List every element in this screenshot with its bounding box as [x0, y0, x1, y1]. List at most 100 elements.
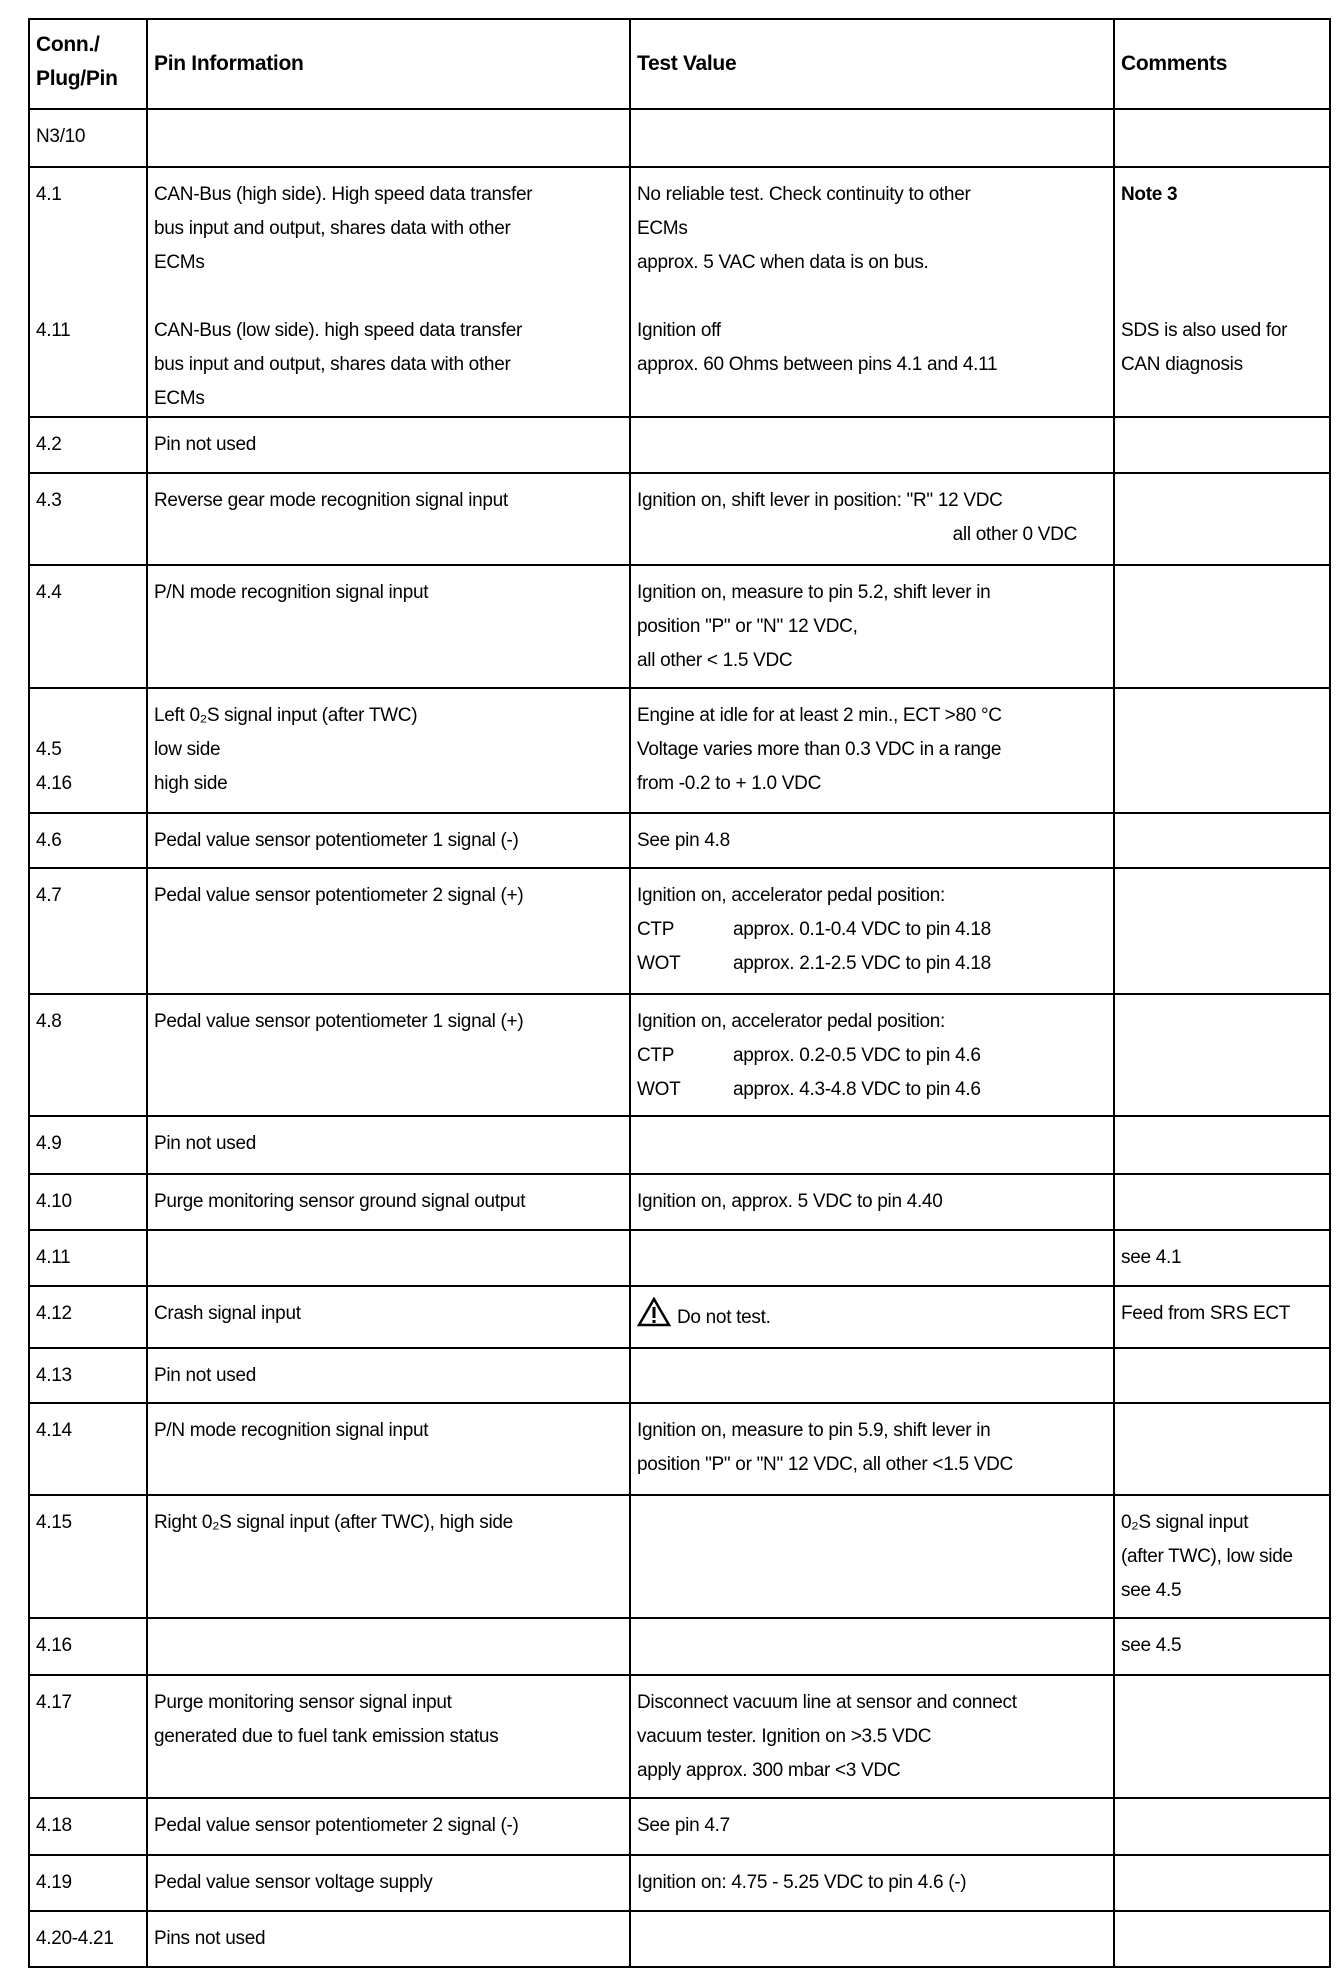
pin-information-cell-line: Pins not used: [154, 1928, 266, 1949]
test-value-cell: [629, 1617, 1115, 1676]
comments-cell: [1113, 564, 1331, 689]
table-row: 4.11 see 4.1: [28, 1229, 1331, 1287]
comments-cell-line: see 4.1: [1121, 1247, 1182, 1268]
test-value-cell-line: Engine at idle for at least 2 min., ECT …: [637, 705, 1002, 726]
table-row: 4.17 Purge monitoring sensor signal input…: [28, 1674, 1331, 1799]
test-value-cell-line: position "P" or "N" 12 VDC, all other <1…: [637, 1454, 1013, 1475]
test-value-cell: Ignition on, measure to pin 5.2, shift l…: [629, 564, 1115, 689]
test-value-cell-line: approx. 5 VAC when data is on bus.: [637, 252, 929, 273]
table-row: 4.5 4.16 Left 0₂S signal input (after TWC)…: [28, 687, 1331, 814]
test-value-cell: [629, 1229, 1115, 1287]
comments-cell: [1113, 687, 1331, 814]
comments-cell-line: [1121, 280, 1323, 314]
pin-cell-line: 4.7: [36, 885, 62, 906]
pin-cell: 4.10: [28, 1173, 148, 1231]
pin-information-cell-line: bus input and output, shares data with o…: [154, 354, 511, 375]
test-value-cell-line: [637, 280, 1107, 314]
pin-information-cell: Pin not used: [146, 1347, 631, 1404]
pin-information-cell-line: Reverse gear mode recognition signal inp…: [154, 490, 508, 511]
pin-cell: 4.5 4.16: [28, 687, 148, 814]
table-row: 4.12 Crash signal input Do not test. Feed f…: [28, 1285, 1331, 1349]
condition-label: CTP: [637, 919, 675, 940]
pin-information-cell: P/N mode recognition signal input: [146, 564, 631, 689]
pin-cell-line: 4.17: [36, 1692, 72, 1713]
comments-cell-line: [1121, 246, 1323, 280]
test-value-cell-line: Disconnect vacuum line at sensor and con…: [637, 1692, 1017, 1713]
table-row: N3/10: [28, 108, 1331, 168]
table-row: 4.20-4.21 Pins not used: [28, 1910, 1331, 1968]
comments-cell: [1113, 472, 1331, 566]
comments-cell: 0₂S signal input (after TWC), low side see…: [1113, 1494, 1331, 1619]
pin-information-cell-line: Purge monitoring sensor ground signal ou…: [154, 1191, 526, 1212]
table-row: 4.10 Purge monitoring sensor ground signa…: [28, 1173, 1331, 1231]
pin-information-cell-line: Crash signal input: [154, 1303, 301, 1324]
comments-cell: [1113, 1674, 1331, 1799]
pin-information-cell-line: high side: [154, 773, 228, 794]
table-row: 4.19 Pedal value sensor voltage supply Ign…: [28, 1854, 1331, 1912]
warning-icon: [636, 1296, 672, 1339]
condition-label: WOT: [637, 1079, 681, 1100]
pin-cell-line: 4.13: [36, 1365, 72, 1386]
pin-information-cell: P/N mode recognition signal input: [146, 1402, 631, 1496]
pin-information-cell: Pin not used: [146, 416, 631, 474]
pin-cell-line: 4.20-4.21: [36, 1928, 114, 1949]
table-row: 4.9 Pin not used: [28, 1115, 1331, 1175]
comments-cell: [1113, 1115, 1331, 1175]
pin-cell-line: 4.16: [36, 773, 72, 794]
pin-information-cell: [146, 1229, 631, 1287]
pin-information-cell-line: Right 0₂S signal input (after TWC), high…: [154, 1512, 513, 1533]
pin-information-cell-line: Pedal value sensor potentiometer 1 signa…: [154, 830, 519, 851]
comments-cell: [1113, 108, 1331, 168]
test-value-cell-line: Ignition on, accelerator pedal position:: [637, 885, 946, 906]
pin-cell-line: 4.18: [36, 1815, 72, 1836]
comments-cell-line: Note 3: [1121, 184, 1178, 205]
table-row: 4.2 Pin not used: [28, 416, 1331, 474]
comments-cell: [1113, 1854, 1331, 1912]
pin-cell: 4.20-4.21: [28, 1910, 148, 1968]
test-value-cell: Disconnect vacuum line at sensor and con…: [629, 1674, 1115, 1799]
header-pin: Conn./ Plug/Pin: [28, 18, 148, 110]
pin-cell-line: 4.11: [36, 1247, 71, 1268]
pin-cell-line: 4.16: [36, 1635, 72, 1656]
test-value-cell-line: position "P" or "N" 12 VDC,: [637, 616, 858, 637]
pin-information-cell-line: CAN-Bus (high side). High speed data tra…: [154, 184, 533, 205]
pin-information-cell-line: Pin not used: [154, 1133, 257, 1154]
test-value-cell: See pin 4.7: [629, 1797, 1115, 1856]
pin-information-cell: [146, 1617, 631, 1676]
pin-cell: 4.14: [28, 1402, 148, 1496]
pin-cell-line: 4.11: [36, 320, 71, 341]
pin-information-cell-line: P/N mode recognition signal input: [154, 582, 429, 603]
pin-cell: 4.18: [28, 1797, 148, 1856]
pin-information-cell: Purge monitoring sensor ground signal ou…: [146, 1173, 631, 1231]
pin-information-cell-line: Left 0₂S signal input (after TWC): [154, 705, 418, 726]
test-value-cell: [629, 416, 1115, 474]
pin-cell: 4.3: [28, 472, 148, 566]
pin-cell-line: 4.8: [36, 1011, 62, 1032]
pin-cell: 4.9: [28, 1115, 148, 1175]
table-row: 4.8 Pedal value sensor potentiometer 1 si…: [28, 993, 1331, 1117]
pin-cell-line: [36, 699, 140, 733]
pin-cell-line: [36, 212, 140, 246]
test-value-cell: [629, 1910, 1115, 1968]
test-value-cell-line: Ignition on: 4.75 - 5.25 VDC to pin 4.6 …: [637, 1872, 967, 1893]
comments-cell-line: CAN diagnosis: [1121, 354, 1243, 375]
test-value-cell-line: approx. 60 Ohms between pins 4.1 and 4.1…: [637, 354, 998, 375]
pin-information-cell: Pedal value sensor voltage supply: [146, 1854, 631, 1912]
comments-cell: Feed from SRS ECT: [1113, 1285, 1331, 1349]
pin-cell-line: 4.1: [36, 184, 62, 205]
pin-cell: 4.19: [28, 1854, 148, 1912]
pin-table: Conn./ Plug/Pin Pin Information Test Valu…: [28, 18, 1331, 1968]
header-pin-line: Plug/Pin: [36, 67, 118, 90]
pin-information-cell-line: bus input and output, shares data with o…: [154, 218, 511, 239]
pin-information-cell-line: low side: [154, 739, 221, 760]
test-value-cell: [629, 1494, 1115, 1619]
comments-cell: [1113, 867, 1331, 995]
test-value-cell-line: Ignition on, shift lever in position: "R…: [637, 490, 1003, 511]
table-row: 4.1 4.11 CAN-Bus (high side). High speed d…: [28, 166, 1331, 418]
pin-information-cell: Left 0₂S signal input (after TWC) low sid…: [146, 687, 631, 814]
pin-cell-line: 4.15: [36, 1512, 72, 1533]
test-value-cell-line: CTP approx. 0.1-0.4 VDC to pin 4.18: [637, 913, 1107, 947]
test-value-cell: Ignition on, measure to pin 5.9, shift l…: [629, 1402, 1115, 1496]
comments-cell: [1113, 1173, 1331, 1231]
test-value-cell: See pin 4.8: [629, 812, 1115, 869]
